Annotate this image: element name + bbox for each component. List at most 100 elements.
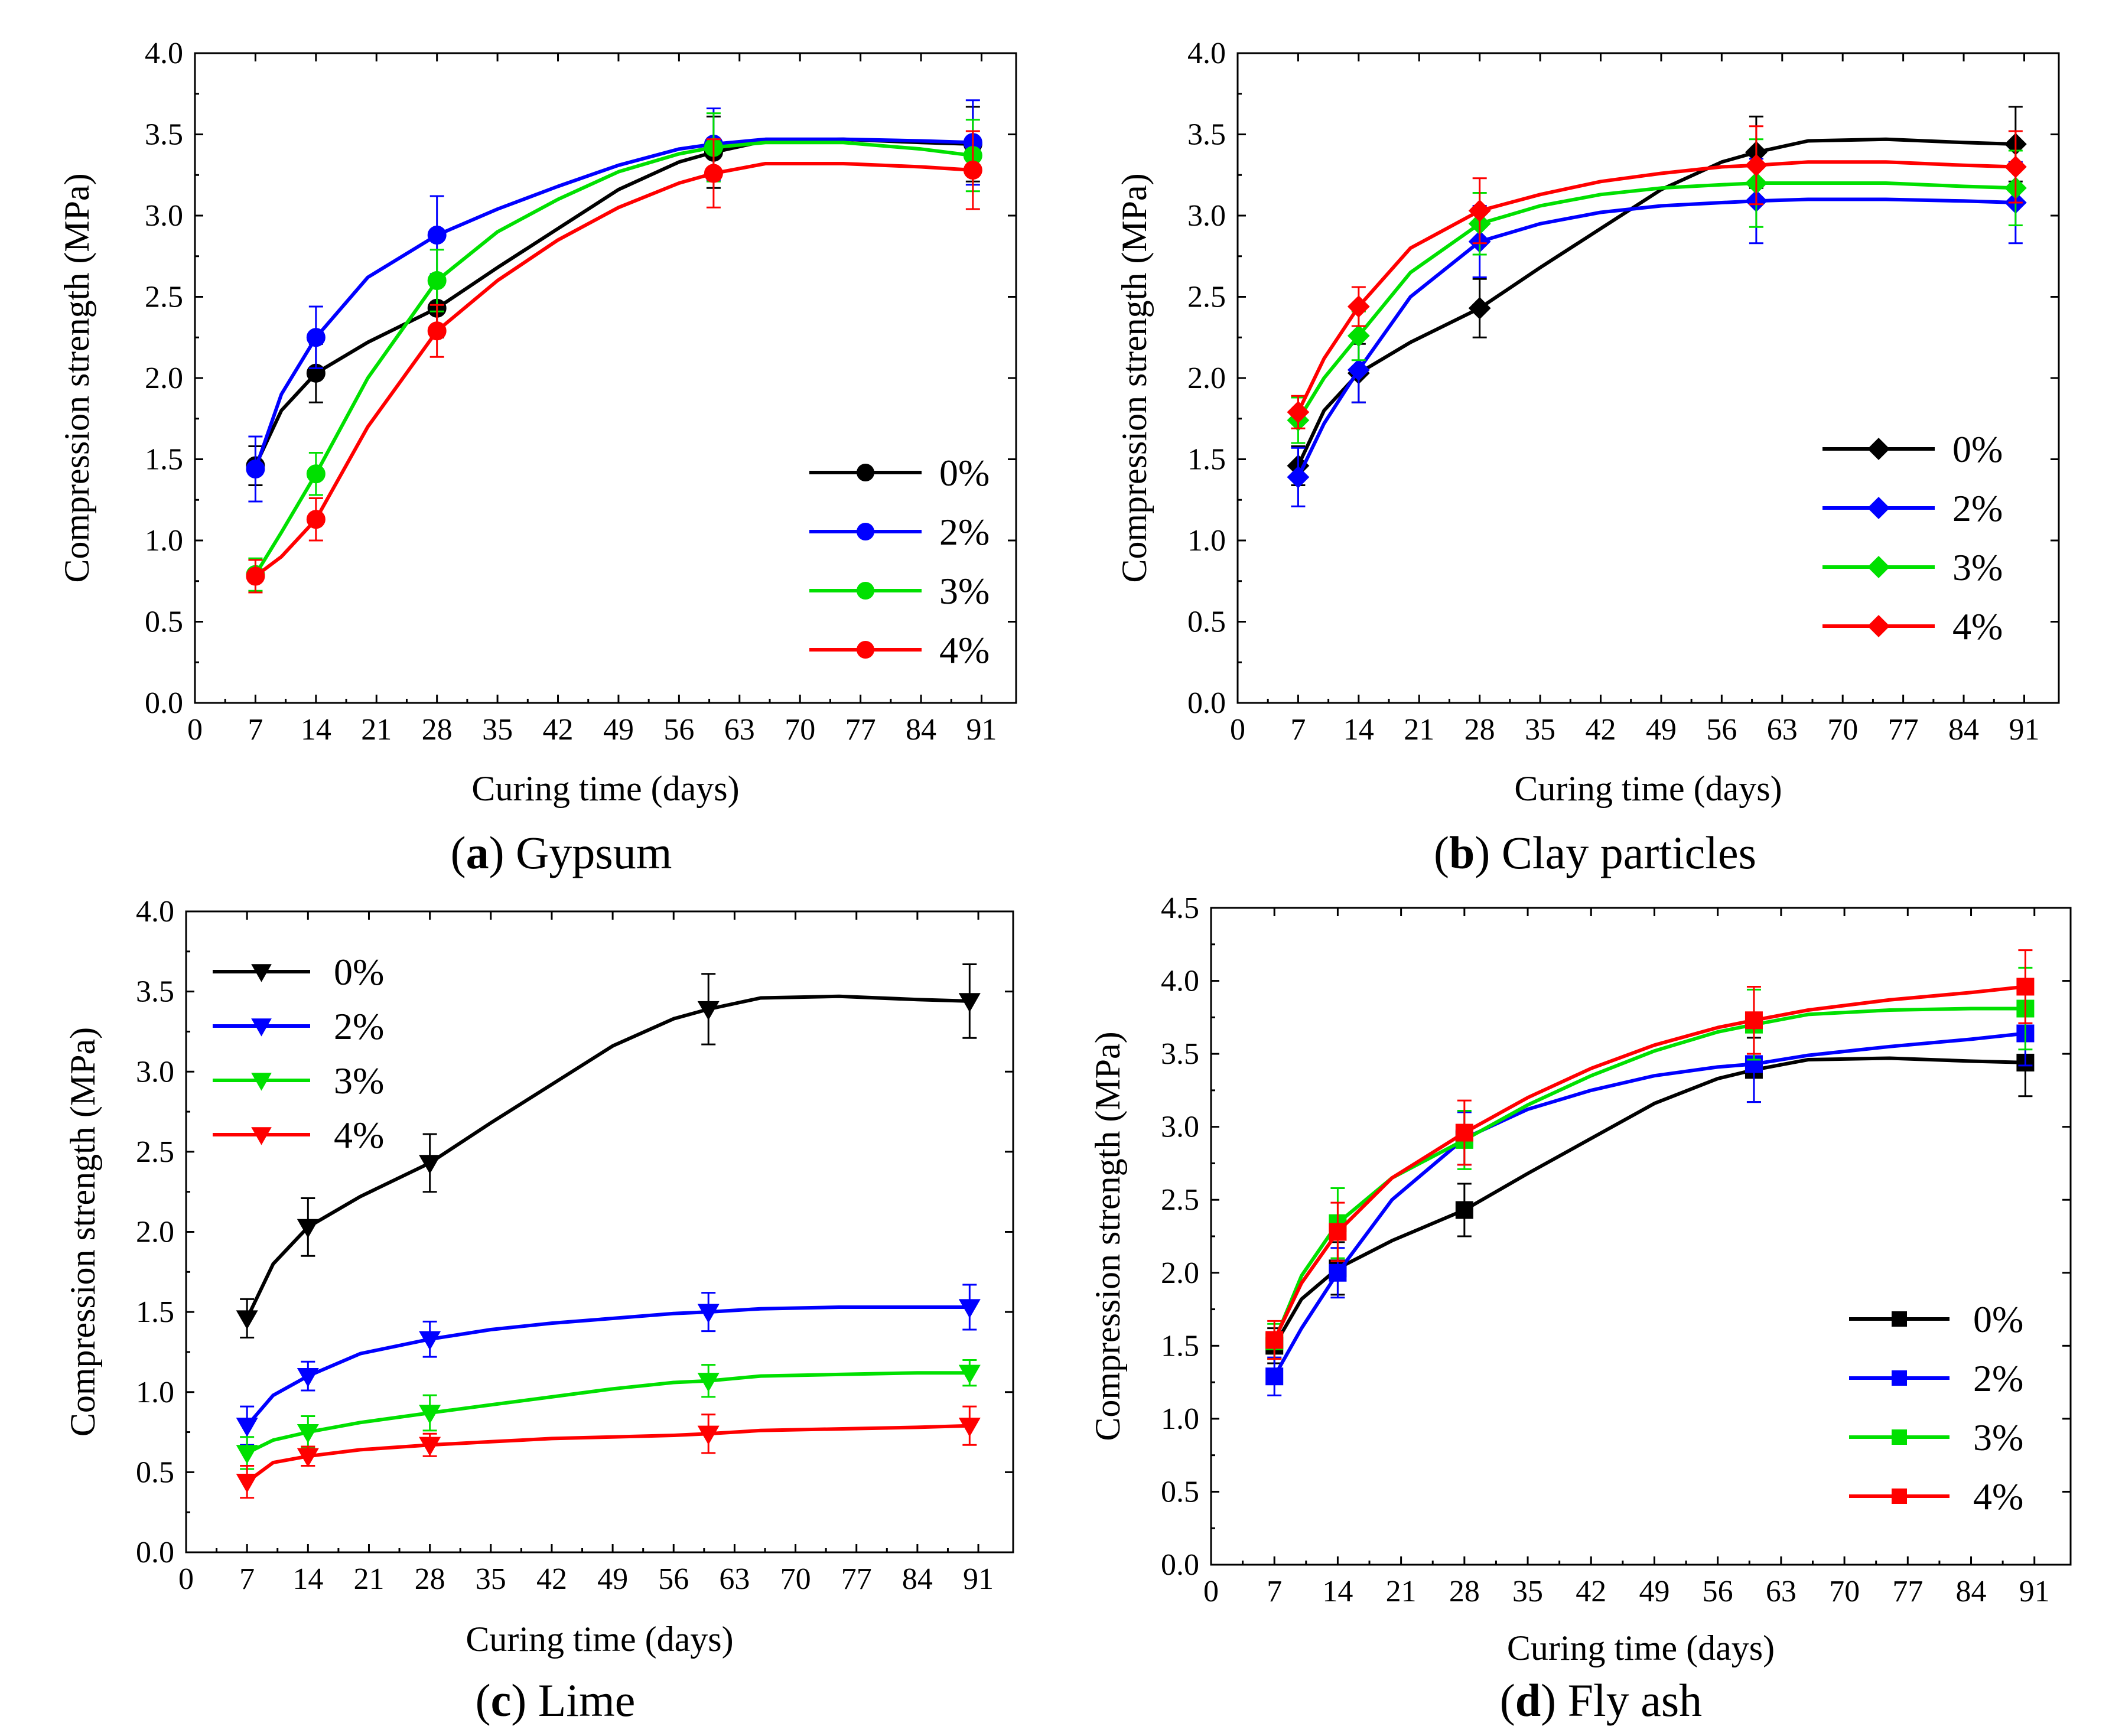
x-tick-label: 28 xyxy=(1464,713,1495,747)
y-tick-label: 1.5 xyxy=(136,1295,174,1329)
x-tick-label: 56 xyxy=(1706,713,1737,747)
y-tick-label: 4.0 xyxy=(1161,965,1199,998)
legend-marker xyxy=(1867,615,1890,637)
caption-paren-close: ) xyxy=(511,1675,526,1726)
x-tick-label: 49 xyxy=(1646,713,1677,747)
series-2pct xyxy=(236,1284,981,1446)
x-tick-label: 0 xyxy=(1203,1575,1219,1608)
x-tick-label: 35 xyxy=(482,713,513,747)
data-point xyxy=(697,1425,720,1445)
series-line xyxy=(245,1305,972,1428)
data-point xyxy=(1329,1263,1347,1282)
x-tick-label: 28 xyxy=(1449,1575,1480,1608)
legend: 0% 2% 3% 4% xyxy=(213,951,384,1156)
caption-paren-open: ( xyxy=(451,827,466,878)
legend-marker xyxy=(857,464,874,481)
caption-text: Lime xyxy=(526,1675,635,1726)
caption-paren-close: ) xyxy=(489,827,505,878)
series-line xyxy=(1296,197,2017,479)
legend-label: 3% xyxy=(939,570,990,612)
data-point xyxy=(958,1299,981,1318)
series-line xyxy=(1272,985,2027,1342)
y-tick-label: 4.0 xyxy=(136,895,174,929)
legend-marker xyxy=(251,1127,272,1145)
series-0pct xyxy=(236,963,981,1339)
x-tick-label: 28 xyxy=(422,713,453,747)
caption-paren-open: ( xyxy=(476,1675,491,1726)
y-axis-title: Compression strength (MPa) xyxy=(57,173,96,582)
caption-text: Clay particles xyxy=(1490,827,1756,878)
data-point xyxy=(1329,1223,1347,1241)
y-tick-label: 0.0 xyxy=(136,1536,174,1569)
legend: 0% 2% 3% 4% xyxy=(809,452,990,671)
data-point xyxy=(1287,400,1310,424)
figure-panels: 0 7 14 21 28 35 42 49 56 63 70 77 84 910.00.51.01.52.… xyxy=(57,37,2072,1726)
legend-label: 2% xyxy=(334,1005,384,1047)
y-tick-label: 3.5 xyxy=(1161,1037,1199,1071)
y-tick-label: 1.0 xyxy=(145,524,183,558)
y-tick-label: 1.5 xyxy=(145,443,183,477)
y-tick-label: 1.0 xyxy=(1187,524,1226,558)
x-tick-label: 7 xyxy=(239,1562,255,1596)
legend-label: 2% xyxy=(1952,487,2003,529)
chart-panel-d: 0 7 14 21 28 35 42 49 56 63 70 77 84 91 0.0 0.5 1.0 1.5 2.… xyxy=(1088,891,2072,1726)
legend-label: 2% xyxy=(939,511,990,553)
data-point xyxy=(1455,1201,1473,1219)
x-tick-label: 77 xyxy=(841,1562,872,1596)
data-point xyxy=(1455,1123,1473,1142)
data-point xyxy=(419,1331,441,1351)
data-point xyxy=(427,226,447,245)
data-point xyxy=(306,464,326,484)
caption-letter: c xyxy=(491,1675,512,1726)
chart-panel-b: 0 7 14 21 28 35 42 49 56 63 70 77 84 91 0.0 0.5 1.0 1.5 2.… xyxy=(1115,37,2060,878)
x-tick-label: 84 xyxy=(906,713,936,747)
series-line xyxy=(245,1371,972,1455)
x-tick-label: 35 xyxy=(1512,1575,1543,1608)
series-line xyxy=(253,162,975,578)
legend: 0% 2% 3% 4% xyxy=(1822,428,2003,647)
series-line xyxy=(253,137,975,468)
panel-caption: (d) Fly ash xyxy=(1500,1675,1702,1726)
y-tick-label: 1.0 xyxy=(1161,1402,1199,1436)
x-tick-label: 84 xyxy=(1948,713,1979,747)
series-4pct xyxy=(1287,125,2027,429)
x-tick-label: 0 xyxy=(178,1562,194,1596)
caption-letter: a xyxy=(466,827,489,878)
y-tick-label: 0.5 xyxy=(1161,1475,1199,1509)
y-tick-label: 1.5 xyxy=(1161,1329,1199,1363)
legend: 0% 2% 3% 4% xyxy=(1849,1298,2023,1517)
data-point xyxy=(963,161,982,180)
series-4pct xyxy=(236,1405,981,1499)
data-point xyxy=(958,1364,981,1385)
caption-text: Fly ash xyxy=(1556,1675,1702,1726)
data-point xyxy=(297,1448,319,1468)
chart-panel-a: 0 7 14 21 28 35 42 49 56 63 70 77 84 91 0.0 0.5 1.0 1.5 2.… xyxy=(57,37,1017,878)
x-tick-label: 14 xyxy=(1343,713,1374,747)
caption-paren-close: ) xyxy=(1541,1675,1556,1726)
data-point xyxy=(1347,295,1370,318)
data-point xyxy=(704,164,723,183)
series-3pct xyxy=(1265,966,2035,1360)
x-tick-label: 84 xyxy=(902,1562,933,1596)
legend-marker xyxy=(1867,497,1890,519)
x-tick-label: 7 xyxy=(1267,1575,1282,1608)
legend-marker xyxy=(857,582,874,600)
x-tick-label: 70 xyxy=(1827,713,1858,747)
x-tick-label: 49 xyxy=(597,1562,628,1596)
data-point xyxy=(1745,1055,1763,1073)
data-point xyxy=(697,1001,720,1021)
x-tick-label: 42 xyxy=(1576,1575,1606,1608)
legend-label: 4% xyxy=(1952,605,2003,647)
x-tick-label: 63 xyxy=(724,713,755,747)
x-tick-label: 91 xyxy=(2019,1575,2050,1608)
data-point xyxy=(236,1418,258,1437)
series-line xyxy=(1272,1031,2027,1379)
y-tick-label: 3.5 xyxy=(136,975,174,1009)
series-line xyxy=(253,141,975,577)
series-3pct xyxy=(246,112,982,592)
x-tick-label: 7 xyxy=(248,713,263,747)
data-point xyxy=(246,566,265,586)
caption-text: Gypsum xyxy=(505,827,672,878)
x-tick-label: 70 xyxy=(780,1562,811,1596)
x-tick-label: 56 xyxy=(658,1562,689,1596)
